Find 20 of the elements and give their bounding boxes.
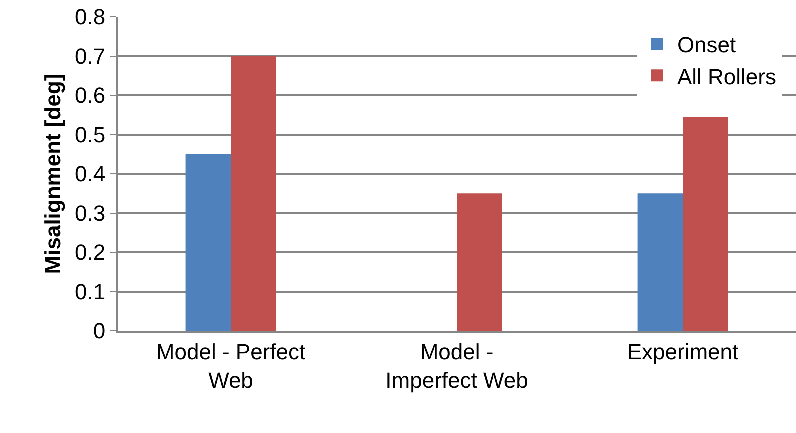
legend-label: All Rollers [677, 64, 776, 90]
y-tick-label: 0 [93, 318, 106, 344]
x-tick-label: Model - Imperfect Web [386, 339, 528, 393]
bar [457, 194, 502, 331]
bar [231, 56, 276, 331]
y-axis-title: Misalignment [deg] [40, 74, 66, 274]
bar [683, 117, 728, 331]
y-tick-label: 0.5 [75, 122, 106, 148]
y-tick-label: 0.6 [75, 83, 106, 108]
y-tick-label: 0.2 [75, 240, 106, 266]
y-tick-label: 0.3 [75, 200, 106, 226]
y-tick-label: 0.4 [75, 162, 106, 187]
bar [638, 194, 683, 331]
y-tick-label: 0.7 [75, 44, 106, 69]
y-tick-label: 0.1 [75, 279, 106, 304]
bar [186, 154, 231, 331]
y-tick-label: 0.8 [75, 4, 106, 30]
legend-label: Onset [677, 32, 736, 58]
x-tick-label: Model - Perfect Web [156, 339, 306, 393]
x-tick-label: Experiment [627, 339, 739, 364]
